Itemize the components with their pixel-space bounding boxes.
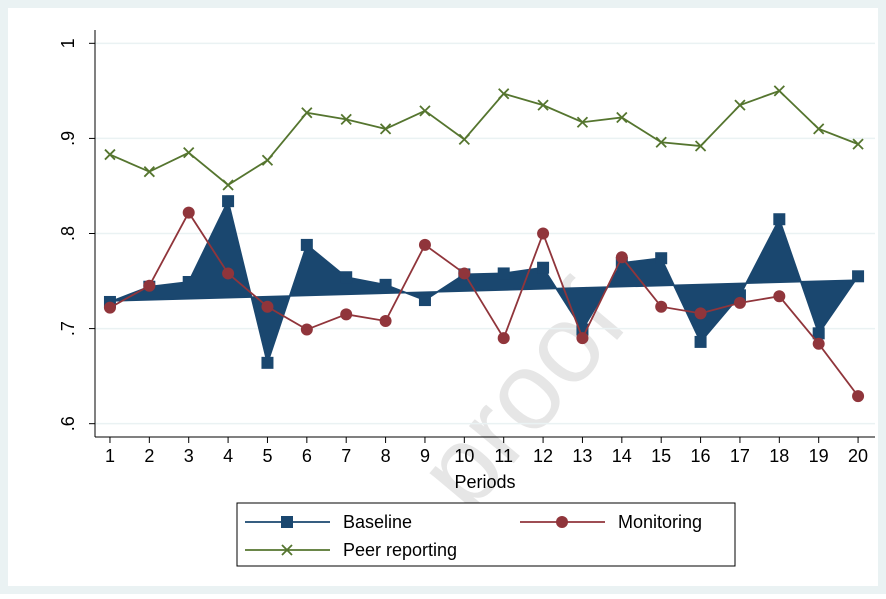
- x-tick-label: 7: [341, 446, 351, 466]
- marker: [694, 140, 707, 152]
- marker: [497, 267, 510, 280]
- x-tick-label: 14: [612, 446, 632, 466]
- marker: [222, 179, 234, 191]
- marker: [616, 111, 628, 124]
- marker: [182, 275, 195, 288]
- marker: [261, 154, 274, 166]
- marker: [852, 270, 865, 283]
- marker: [694, 307, 707, 320]
- marker: [852, 138, 864, 150]
- x-tick-label: 12: [533, 446, 553, 466]
- y-tick-label: 1: [58, 38, 78, 48]
- marker: [773, 85, 785, 97]
- x-tick-label: 16: [691, 446, 711, 466]
- marker: [418, 294, 431, 307]
- legend-label: Monitoring: [618, 512, 702, 532]
- marker: [537, 99, 549, 111]
- marker: [773, 290, 786, 303]
- series-line: [109, 198, 859, 367]
- x-tick-label: 8: [381, 446, 391, 466]
- x-tick-label: 6: [302, 446, 312, 466]
- y-tick-label: .9: [58, 131, 78, 146]
- x-tick-label: 1: [105, 446, 115, 466]
- x-tick-label: 4: [223, 446, 233, 466]
- marker: [458, 267, 471, 280]
- legend-label: Baseline: [343, 512, 412, 532]
- marker: [104, 148, 116, 161]
- marker: [537, 261, 550, 274]
- marker: [813, 123, 825, 135]
- x-tick-label: 13: [572, 446, 592, 466]
- marker: [655, 136, 667, 148]
- marker: [419, 105, 431, 117]
- x-tick-label: 10: [454, 446, 474, 466]
- marker: [812, 327, 825, 340]
- marker: [733, 296, 746, 309]
- marker: [655, 300, 668, 313]
- marker: [379, 314, 392, 327]
- marker: [615, 251, 628, 264]
- trend-line: [109, 279, 859, 302]
- y-tick-label: .6: [58, 416, 78, 431]
- marker: [655, 252, 668, 265]
- series-line: [109, 89, 859, 187]
- legend-marker: [281, 516, 293, 528]
- area-fill: [109, 201, 859, 363]
- marker: [773, 213, 786, 226]
- marker: [103, 301, 116, 314]
- marker: [537, 227, 550, 240]
- legend-marker: [556, 516, 568, 528]
- marker: [497, 332, 510, 345]
- y-tick-label: .8: [58, 226, 78, 241]
- marker: [418, 238, 431, 251]
- legend-label: Peer reporting: [343, 540, 457, 560]
- marker: [300, 238, 313, 251]
- marker: [301, 107, 313, 119]
- y-tick-label: .7: [58, 321, 78, 336]
- marker: [498, 88, 510, 100]
- marker: [458, 133, 470, 145]
- marker: [379, 123, 392, 135]
- marker: [143, 279, 156, 292]
- marker: [183, 147, 195, 159]
- legend: [236, 502, 736, 567]
- marker: [852, 390, 865, 403]
- x-tick-label: 3: [184, 446, 194, 466]
- x-tick-label: 9: [420, 446, 430, 466]
- marker: [222, 267, 235, 280]
- marker: [340, 308, 353, 321]
- marker: [812, 337, 825, 350]
- x-tick-label: 18: [769, 446, 789, 466]
- plot-layer: .6.7.8.911 2 3 4 5 6 7 8 9 10 11 12 13 14 15 16 17 18 19 20: [58, 30, 875, 466]
- marker: [143, 166, 155, 178]
- x-tick-label: 2: [144, 446, 154, 466]
- marker: [261, 300, 274, 313]
- x-axis-label: Periods: [454, 472, 515, 492]
- marker: [182, 206, 195, 219]
- marker: [261, 356, 274, 369]
- legend-marker: [281, 544, 293, 556]
- marker: [379, 278, 392, 291]
- marker: [694, 335, 707, 348]
- series-line: [109, 210, 859, 397]
- x-tick-label: 11: [494, 446, 513, 466]
- x-tick-label: 20: [848, 446, 868, 466]
- marker: [576, 332, 589, 345]
- x-tick-label: 17: [730, 446, 750, 466]
- marker: [576, 116, 589, 128]
- marker: [340, 113, 352, 126]
- marker: [300, 323, 313, 336]
- x-tick-label: 15: [651, 446, 671, 466]
- marker: [734, 99, 746, 111]
- marker: [222, 195, 235, 208]
- x-tick-label: 5: [262, 446, 272, 466]
- x-tick-label: 19: [809, 446, 829, 466]
- marker: [340, 271, 353, 284]
